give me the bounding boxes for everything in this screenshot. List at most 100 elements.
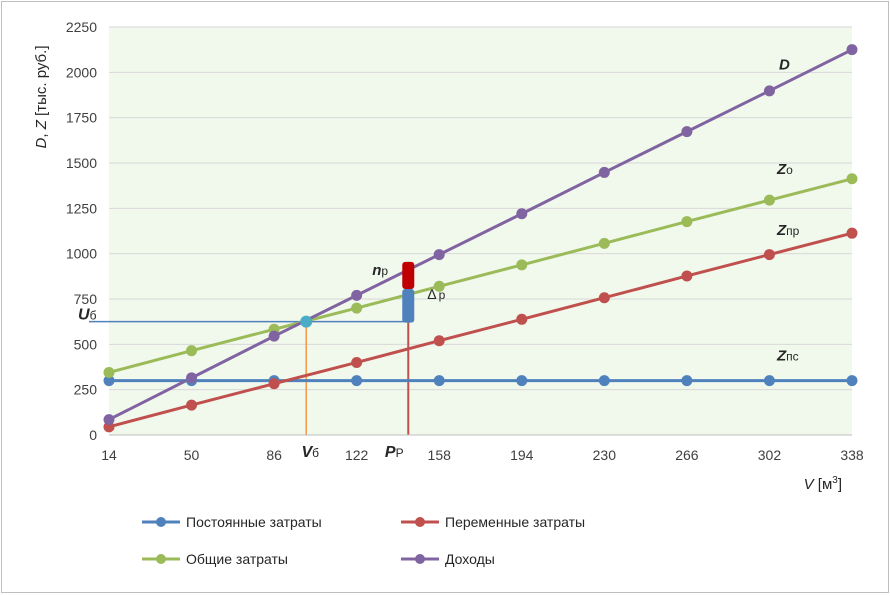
series-1-point bbox=[186, 399, 198, 411]
x-tick-label: 230 bbox=[593, 447, 617, 463]
breakeven-u-label: Uб bbox=[78, 307, 97, 324]
profit-label: nр bbox=[372, 262, 388, 279]
series-1-point bbox=[351, 356, 363, 368]
series-line-2 bbox=[108, 177, 853, 374]
production-p-label-sub: Р bbox=[396, 446, 404, 460]
x-tick-label: 302 bbox=[758, 447, 782, 463]
legend-label: Переменные затраты bbox=[445, 514, 585, 530]
x-tick-label: 122 bbox=[345, 447, 369, 463]
series-3-point bbox=[433, 249, 445, 261]
y-tick-label: 0 bbox=[89, 427, 97, 443]
series-3-point bbox=[846, 44, 858, 56]
series-0-point bbox=[681, 375, 693, 387]
series-3-point bbox=[351, 289, 363, 301]
series-2-point bbox=[351, 302, 363, 314]
series-end-label-3: D bbox=[779, 57, 790, 74]
legend-label: Общие затраты bbox=[186, 551, 288, 567]
legend-item-2: Общие затраты bbox=[142, 551, 288, 567]
series-end-label-2: Zо bbox=[776, 161, 793, 178]
series-1-point bbox=[846, 227, 858, 239]
y-tick-label: 2250 bbox=[66, 19, 97, 35]
breakeven-v-label-main: V bbox=[301, 444, 313, 461]
y-axis-title: D, Z [тыс. руб.] bbox=[33, 46, 50, 149]
breakeven-v-label: Vб bbox=[301, 444, 319, 461]
x-tick-label: 338 bbox=[840, 447, 864, 463]
series-end-label-0-main: Z bbox=[776, 348, 787, 365]
series-0-point bbox=[846, 375, 858, 387]
series-end-label-2-main: Z bbox=[776, 161, 787, 178]
legend-label: Постоянные затраты bbox=[186, 514, 322, 530]
x-axis-title-v: V bbox=[804, 476, 816, 493]
x-tick-label: 14 bbox=[101, 447, 117, 463]
y-tick-label: 2000 bbox=[66, 64, 97, 80]
series-end-label-1: Zпр bbox=[776, 222, 800, 239]
x-axis-title: V [м3] bbox=[804, 475, 842, 493]
series-3-point bbox=[103, 414, 115, 426]
series-0-point bbox=[351, 375, 363, 387]
x-axis-title-sup: 3 bbox=[832, 475, 838, 486]
series-1-point bbox=[433, 335, 445, 347]
legend-item-1: Переменные затраты bbox=[401, 514, 585, 530]
legend-item-0: Постоянные затраты bbox=[142, 514, 322, 530]
series-1-point bbox=[763, 249, 775, 261]
legend-label: Доходы bbox=[445, 551, 495, 567]
series-2-point bbox=[598, 237, 610, 249]
y-tick-label: 1000 bbox=[66, 246, 97, 262]
y-axis-title-sep: , bbox=[33, 129, 50, 137]
series-2-point bbox=[103, 366, 115, 378]
plot-area bbox=[109, 27, 852, 435]
x-tick-label: 50 bbox=[184, 447, 200, 463]
series-2-point bbox=[846, 173, 858, 185]
series-0-point bbox=[598, 375, 610, 387]
series-0-point bbox=[763, 375, 775, 387]
series-2-point bbox=[433, 280, 445, 292]
series-2-point bbox=[516, 259, 528, 271]
series-1-point bbox=[598, 292, 610, 304]
legend-marker bbox=[156, 554, 166, 564]
series-3-point bbox=[763, 85, 775, 97]
series-3-point bbox=[516, 208, 528, 220]
series-end-label-3-main: D bbox=[779, 57, 790, 74]
series-end-label-2-sub: о bbox=[786, 163, 793, 177]
series-2-point bbox=[186, 345, 198, 357]
series-3-point bbox=[598, 166, 610, 178]
y-axis-title-d: D bbox=[33, 137, 50, 148]
x-tick-label: 158 bbox=[428, 447, 452, 463]
series-3-point bbox=[268, 330, 280, 342]
series-0-point bbox=[516, 375, 528, 387]
margin-bar bbox=[402, 289, 415, 323]
series-0-point bbox=[433, 375, 445, 387]
y-axis-title-unit: [тыс. руб.] bbox=[33, 46, 50, 121]
series-line-1 bbox=[108, 231, 853, 429]
x-axis-title-close: ] bbox=[838, 476, 842, 493]
series-3-point bbox=[681, 126, 693, 138]
series-end-label-0: Zпс bbox=[776, 348, 799, 365]
y-tick-label: 1500 bbox=[66, 155, 97, 171]
breakeven-u-label-main: U bbox=[78, 307, 90, 324]
production-p-label: PР bbox=[385, 444, 404, 461]
y-tick-label: 750 bbox=[74, 291, 98, 307]
x-tick-label: 194 bbox=[510, 447, 534, 463]
legend-item-3: Доходы bbox=[401, 551, 495, 567]
series-2-point bbox=[681, 216, 693, 228]
y-tick-label: 1250 bbox=[66, 200, 97, 216]
profit-label-main: n bbox=[372, 262, 381, 279]
y-tick-label: 500 bbox=[74, 336, 98, 352]
series-1-point bbox=[268, 378, 280, 390]
series-line-3 bbox=[108, 48, 853, 421]
series-end-label-1-main: Z bbox=[776, 222, 787, 239]
breakeven-u-label-sub: б bbox=[90, 309, 97, 323]
breakeven-v-label-sub: б bbox=[312, 446, 319, 460]
series-end-label-1-sub: пр bbox=[786, 224, 799, 238]
series-2-point bbox=[763, 194, 775, 206]
legend-marker bbox=[415, 517, 425, 527]
margin-label-main: Δ bbox=[427, 286, 436, 302]
y-tick-label: 250 bbox=[74, 382, 98, 398]
breakeven-point bbox=[300, 315, 313, 328]
legend-marker bbox=[415, 554, 425, 564]
legend-marker bbox=[156, 517, 166, 527]
x-tick-label: 266 bbox=[675, 447, 699, 463]
